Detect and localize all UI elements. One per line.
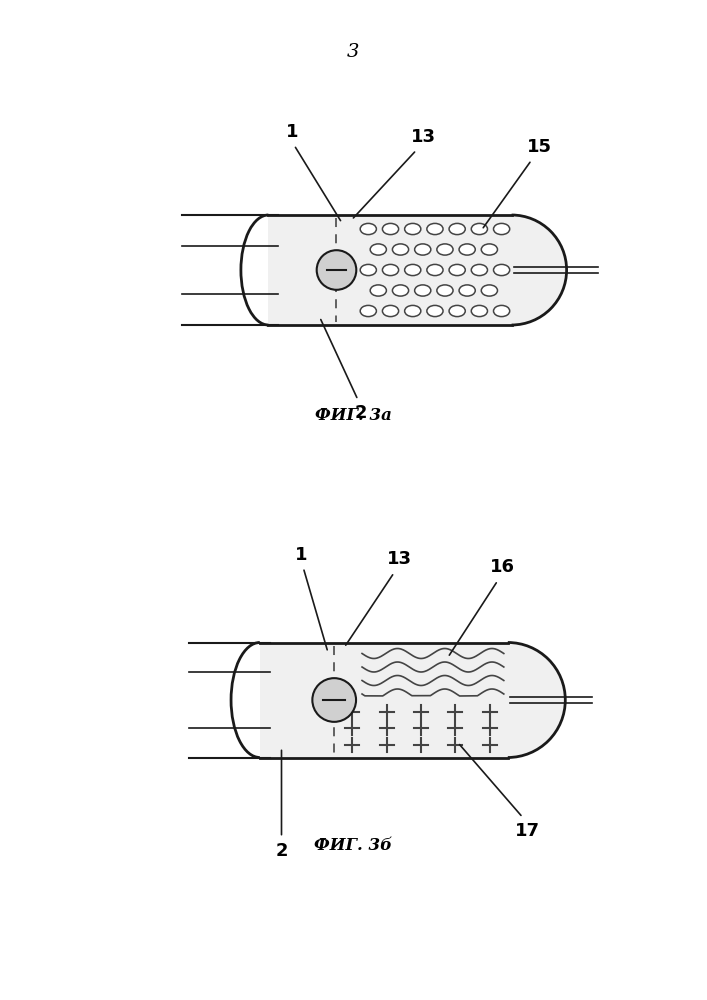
Ellipse shape [472, 305, 488, 317]
Text: 13: 13 [387, 550, 411, 568]
Ellipse shape [427, 264, 443, 276]
Ellipse shape [449, 223, 465, 235]
Ellipse shape [472, 264, 488, 276]
Ellipse shape [459, 244, 475, 255]
Ellipse shape [427, 305, 443, 317]
Text: ФИГ. 3б: ФИГ. 3б [314, 836, 392, 854]
Ellipse shape [382, 223, 399, 235]
Ellipse shape [437, 285, 453, 296]
Ellipse shape [493, 223, 510, 235]
Ellipse shape [382, 305, 399, 317]
Text: 2: 2 [275, 842, 288, 859]
Ellipse shape [449, 264, 465, 276]
Text: 3: 3 [347, 43, 359, 61]
Text: 17: 17 [515, 822, 540, 840]
Ellipse shape [360, 264, 376, 276]
Ellipse shape [370, 244, 387, 255]
Ellipse shape [404, 264, 421, 276]
Ellipse shape [414, 285, 431, 296]
FancyBboxPatch shape [269, 215, 512, 325]
Ellipse shape [414, 244, 431, 255]
Ellipse shape [317, 250, 356, 290]
Text: 1: 1 [286, 123, 298, 141]
Text: 1: 1 [295, 546, 308, 564]
Ellipse shape [481, 285, 498, 296]
Text: ФИГ. 3а: ФИГ. 3а [315, 406, 392, 424]
Text: 15: 15 [527, 138, 552, 156]
Wedge shape [508, 643, 566, 758]
Ellipse shape [449, 305, 465, 317]
Ellipse shape [404, 305, 421, 317]
Ellipse shape [392, 285, 409, 296]
Ellipse shape [437, 244, 453, 255]
Text: 13: 13 [411, 128, 436, 146]
Ellipse shape [312, 678, 356, 722]
Ellipse shape [392, 244, 409, 255]
Wedge shape [512, 215, 566, 325]
Ellipse shape [459, 285, 475, 296]
Ellipse shape [370, 285, 387, 296]
Ellipse shape [360, 223, 376, 235]
Ellipse shape [360, 305, 376, 317]
Ellipse shape [382, 264, 399, 276]
FancyBboxPatch shape [259, 643, 508, 758]
Ellipse shape [472, 223, 488, 235]
Ellipse shape [493, 305, 510, 317]
Text: 16: 16 [490, 558, 515, 576]
Text: 2: 2 [355, 404, 368, 422]
Ellipse shape [493, 264, 510, 276]
Ellipse shape [404, 223, 421, 235]
Ellipse shape [427, 223, 443, 235]
Ellipse shape [481, 244, 498, 255]
